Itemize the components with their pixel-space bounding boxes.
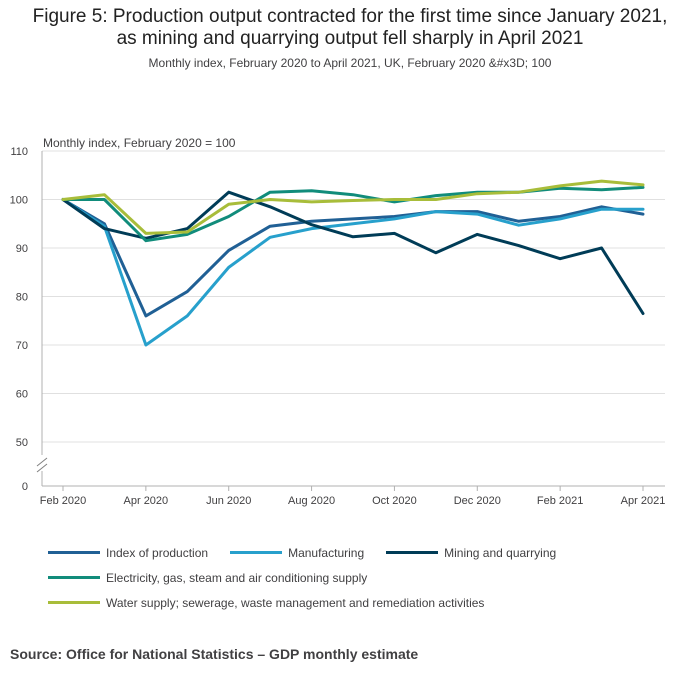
y-tick-label: 70	[16, 340, 28, 352]
y-tick-label: 0	[22, 481, 28, 493]
legend-swatch	[48, 576, 100, 579]
x-tick-label: Oct 2020	[372, 495, 417, 507]
x-tick-label: Apr 2021	[621, 495, 666, 507]
x-tick-label: Aug 2020	[288, 495, 335, 507]
y-tick-label: 100	[10, 195, 28, 207]
legend-label: Mining and quarrying	[444, 545, 557, 560]
axis-break-mark	[36, 463, 48, 473]
x-axis-ticks: Feb 2020 Apr 2020 Jun 2020 Aug 2020 Oct 2020…	[40, 486, 666, 507]
legend-row: Electricity, gas, steam and air conditio…	[48, 565, 688, 590]
series-lines	[61, 179, 645, 347]
axes	[36, 151, 665, 487]
y-tick-label: 110	[10, 146, 28, 158]
legend-swatch	[230, 551, 283, 554]
y-tick-label: 80	[16, 292, 28, 304]
legend-item: Index of production	[48, 546, 208, 560]
grid-lines	[42, 150, 665, 443]
y-tick-label: 60	[16, 389, 28, 401]
legend-item: Electricity, gas, steam and air conditio…	[48, 571, 367, 585]
x-tick-label: Apr 2020	[124, 495, 169, 507]
legend-row: Water supply; sewerage, waste management…	[48, 590, 688, 615]
legend-row: Index of production Manufacturing Mining a…	[48, 540, 688, 565]
y-axis-ticks: 0 50 60 70 80 90 100 110	[10, 146, 28, 493]
y-tick-label: 50	[16, 437, 28, 449]
legend-label: Manufacturing	[288, 545, 365, 560]
legend-swatch	[386, 551, 439, 554]
series-line	[61, 198, 645, 318]
chart-title-line1: Figure 5: Production output contracted f…	[32, 6, 668, 27]
axis-break-mark	[36, 457, 48, 467]
series-line	[61, 179, 645, 235]
x-tick-label: Jun 2020	[206, 495, 251, 507]
series-line	[61, 185, 645, 243]
source-note: Source: Office for National Statistics –…	[10, 646, 419, 662]
legend-item: Mining and quarrying	[386, 546, 556, 560]
legend-label: Water supply; sewerage, waste management…	[106, 595, 485, 610]
legend-label: Electricity, gas, steam and air conditio…	[106, 570, 368, 585]
x-tick-label: Feb 2020	[40, 495, 86, 507]
y-axis-label: Monthly index, February 2020 = 100	[43, 136, 236, 150]
y-tick-label: 90	[16, 243, 28, 255]
series-line	[61, 190, 645, 315]
series-line	[61, 198, 645, 347]
chart-title-line2: as mining and quarrying output fell shar…	[116, 28, 584, 49]
x-tick-label: Dec 2020	[454, 495, 501, 507]
legend-swatch	[48, 551, 100, 554]
chart-title: Figure 5: Production output contracted f…	[0, 6, 700, 50]
legend-item: Manufacturing	[230, 546, 364, 560]
chart-legend: Index of production Manufacturing Mining a…	[48, 540, 688, 615]
chart-subtitle: Monthly index, February 2020 to April 20…	[148, 56, 552, 70]
legend-item: Water supply; sewerage, waste management…	[48, 596, 484, 610]
legend-label: Index of production	[106, 545, 209, 560]
legend-swatch	[48, 601, 100, 604]
line-chart: 0 50 60 70 80 90 100 110 Feb 2020 Apr 2020 Jun 20…	[10, 136, 666, 507]
x-tick-label: Feb 2021	[537, 495, 583, 507]
